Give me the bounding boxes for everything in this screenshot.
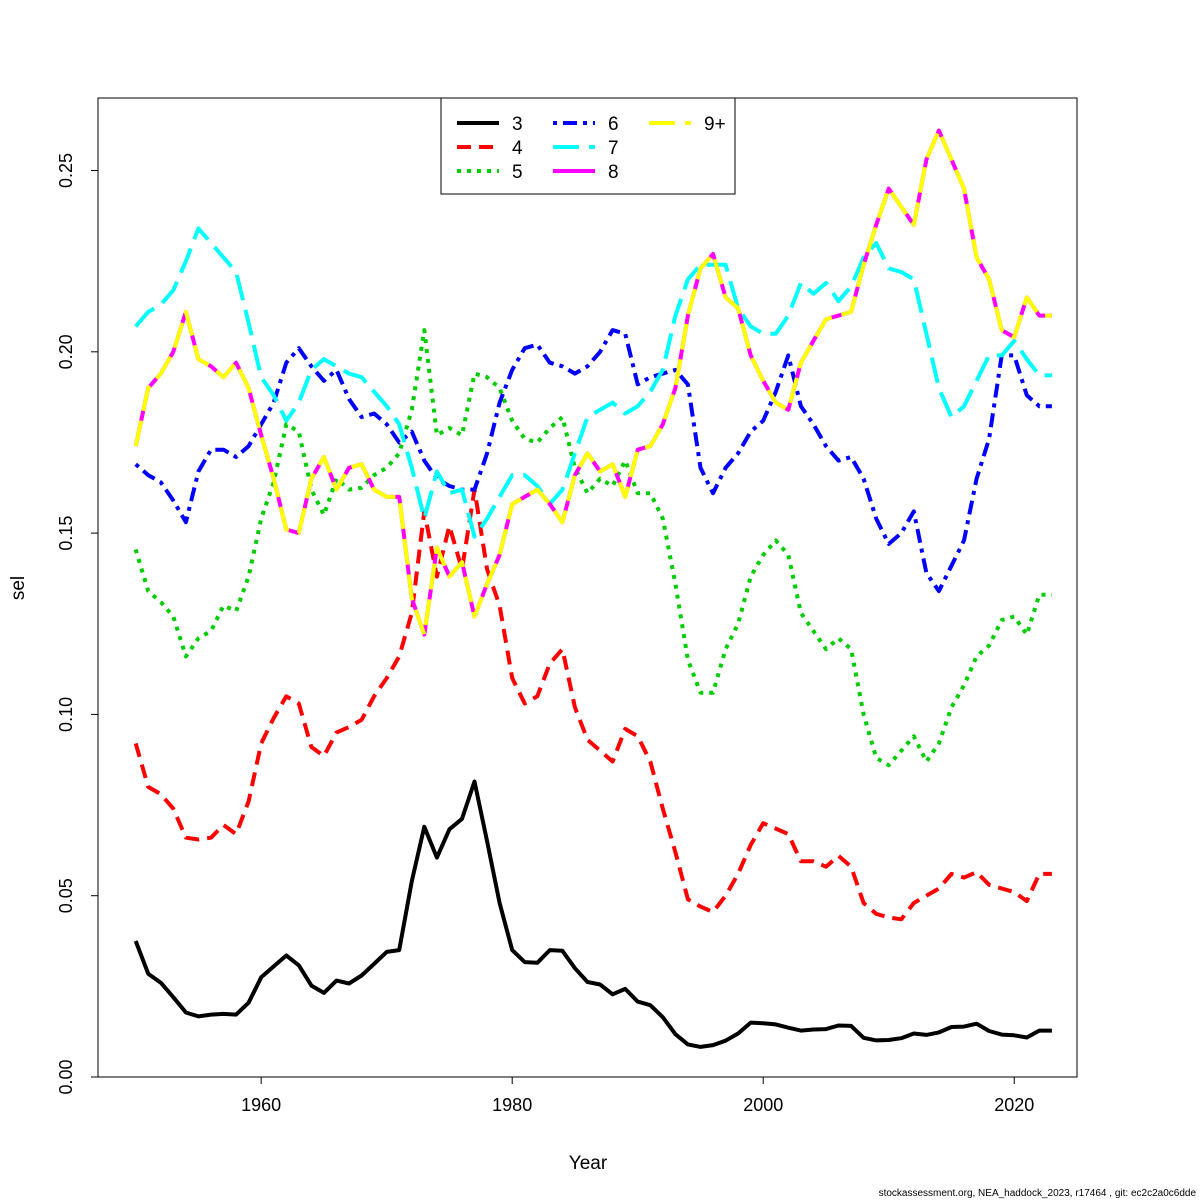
y-tick-label: 0.15 bbox=[56, 516, 76, 551]
y-tick-label: 0.25 bbox=[56, 153, 76, 188]
x-tick-label: 1960 bbox=[241, 1095, 281, 1115]
series-line-6 bbox=[134, 328, 1052, 594]
legend-label: 5 bbox=[512, 162, 523, 183]
y-tick-label: 0.10 bbox=[56, 697, 76, 732]
y-tick-label: 0.20 bbox=[56, 334, 76, 369]
plot-frame bbox=[97, 97, 1078, 1078]
legend: 3 4 5 6 7 8 9+ bbox=[440, 97, 736, 195]
legend-label: 6 bbox=[608, 114, 619, 135]
x-tick-label: 2020 bbox=[994, 1095, 1034, 1115]
legend-label: 8 bbox=[608, 162, 619, 183]
legend-label: 9+ bbox=[704, 114, 726, 135]
series-line-4 bbox=[133, 487, 1052, 922]
series-line-8 bbox=[133, 128, 1052, 637]
x-tick-label: 1980 bbox=[492, 1095, 532, 1115]
legend-label: 3 bbox=[512, 114, 523, 135]
y-tick-label: 0.05 bbox=[56, 878, 76, 913]
footer-note: stockassessment.org, NEA_haddock_2023, r… bbox=[879, 1188, 1197, 1199]
axes: 1960 1980 2000 2020 0.00 0.05 0.10 0.15 0.20 0.25 bbox=[56, 153, 1034, 1115]
series-line-7 bbox=[134, 226, 1052, 539]
series-line-3 bbox=[133, 779, 1052, 1049]
legend-label: 7 bbox=[608, 138, 619, 159]
y-tick-label: 0.00 bbox=[56, 1059, 76, 1094]
y-axis-title: sel bbox=[8, 576, 29, 600]
x-axis-title: Year bbox=[569, 1153, 608, 1174]
x-tick-label: 2000 bbox=[743, 1095, 783, 1115]
series-lines bbox=[133, 128, 1052, 1049]
series-line-9plus bbox=[133, 128, 1052, 637]
legend-label: 4 bbox=[512, 138, 523, 159]
